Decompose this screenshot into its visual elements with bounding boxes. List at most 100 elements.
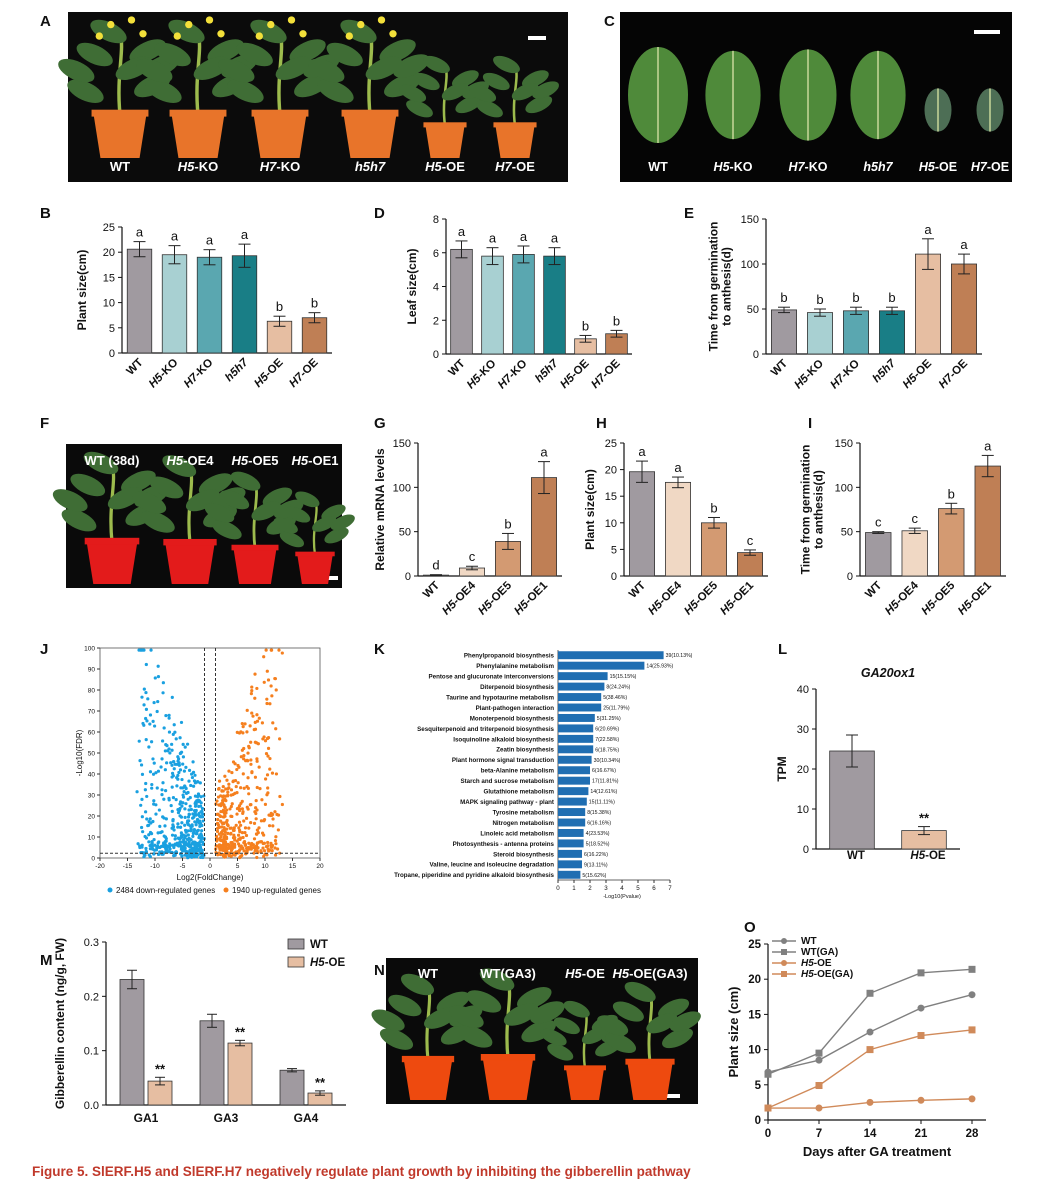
data-point (255, 855, 259, 860)
significance-letter: a (489, 231, 497, 246)
data-point (147, 833, 151, 837)
data-point (221, 810, 225, 814)
data-point (968, 1095, 976, 1103)
category-label: Isoquinoline alkaloid biosynthesis (453, 736, 554, 743)
data-point (268, 767, 272, 771)
bar (558, 672, 608, 681)
bar-annotation: 6(16.67%) (592, 768, 616, 774)
plant-leaf (436, 991, 470, 1014)
data-point (155, 709, 159, 714)
data-point (148, 713, 153, 717)
data-point (242, 786, 246, 790)
gene-italic: H5 (801, 969, 814, 980)
category-label: Photosynthesis - antenna proteins (453, 841, 555, 848)
plant-leaf (469, 84, 497, 103)
bar (512, 254, 535, 355)
data-point (144, 781, 148, 786)
data-point (278, 737, 282, 741)
category-label: Taurine and hypotaurine metabolism (446, 694, 554, 701)
data-point (189, 854, 194, 858)
plant-leaf (423, 55, 450, 74)
bar (843, 310, 870, 355)
data-point (236, 833, 241, 837)
plant-leaf (154, 42, 191, 67)
gene-italic: H5 (292, 453, 309, 468)
data-point (142, 703, 146, 707)
data-point (222, 835, 227, 839)
bar (199, 1020, 225, 1106)
category-label: Tyrosine metabolism (493, 809, 555, 816)
data-point (190, 824, 194, 828)
x-tick-label: 20 (316, 863, 324, 870)
data-point (266, 754, 270, 758)
bar (558, 693, 602, 702)
significance-letter: b (504, 516, 511, 531)
data-point (764, 1070, 772, 1078)
data-point (254, 799, 258, 803)
bar (974, 465, 1001, 577)
data-point (157, 840, 161, 844)
data-point (271, 721, 275, 725)
y-tick-label: 10 (103, 298, 115, 310)
x-tick-label: GA3 (214, 1111, 239, 1125)
legend-marker (781, 938, 787, 944)
chart-E: 0 50 100 150 Time from germination to anthesi… (707, 214, 982, 392)
gene-italic: H5 (425, 159, 442, 174)
photo-A-label: WT (110, 159, 130, 174)
y-tick-label: 0 (847, 571, 853, 583)
y-tick-label: 20 (797, 764, 809, 776)
y-tick-label: 20 (88, 814, 96, 821)
data-point (164, 836, 168, 841)
data-point (267, 813, 271, 817)
data-point (866, 1098, 874, 1106)
plant-leaf (58, 58, 95, 83)
gene-suffix: -OE4 (657, 579, 685, 607)
plant-leaf (455, 95, 483, 114)
panel-letter-H: H (596, 415, 607, 432)
photo-C-label: h5h7 (863, 160, 893, 174)
data-point (151, 772, 156, 776)
data-point (144, 846, 148, 851)
data-point (167, 798, 171, 802)
data-point (968, 965, 976, 973)
data-point (243, 843, 248, 848)
data-point (274, 835, 278, 839)
pot (482, 1058, 534, 1100)
y-tick-label: 10 (748, 1045, 761, 1057)
data-point (229, 814, 233, 818)
data-point (156, 831, 160, 835)
plant-leaf (317, 79, 354, 104)
y-tick-label: 90 (88, 667, 96, 674)
data-point (182, 838, 186, 842)
y-tick-label: 4 (433, 282, 439, 294)
data-point (159, 765, 163, 769)
plant-leaf (393, 54, 430, 78)
data-point (252, 728, 256, 732)
y-tick-label: 15 (605, 491, 617, 503)
data-point (146, 697, 150, 701)
significance-letter: b (816, 292, 823, 307)
data-point (197, 804, 201, 809)
bar (279, 1069, 305, 1106)
data-point (220, 845, 224, 849)
panel-letter-M: M (40, 952, 53, 969)
plant-leaf (511, 83, 539, 101)
x-tick-label: 3 (604, 885, 608, 892)
data-point (280, 651, 284, 655)
y-tick-label: 0 (433, 349, 439, 361)
gene-suffix: -OE (442, 159, 465, 174)
data-point (219, 848, 223, 852)
x-tick-label: H7-KO (828, 358, 862, 392)
y-tick-label: 5 (611, 544, 617, 556)
data-point (226, 787, 230, 791)
data-point (274, 772, 279, 776)
category-label: Plant-pathogen interaction (476, 705, 555, 712)
data-point (161, 844, 165, 848)
flower (287, 16, 296, 24)
data-point (151, 847, 155, 851)
data-point (917, 969, 925, 977)
data-point (197, 834, 202, 838)
gene-suffix: -OE (814, 958, 832, 969)
data-point (150, 782, 154, 787)
plant-leaf (198, 473, 233, 496)
